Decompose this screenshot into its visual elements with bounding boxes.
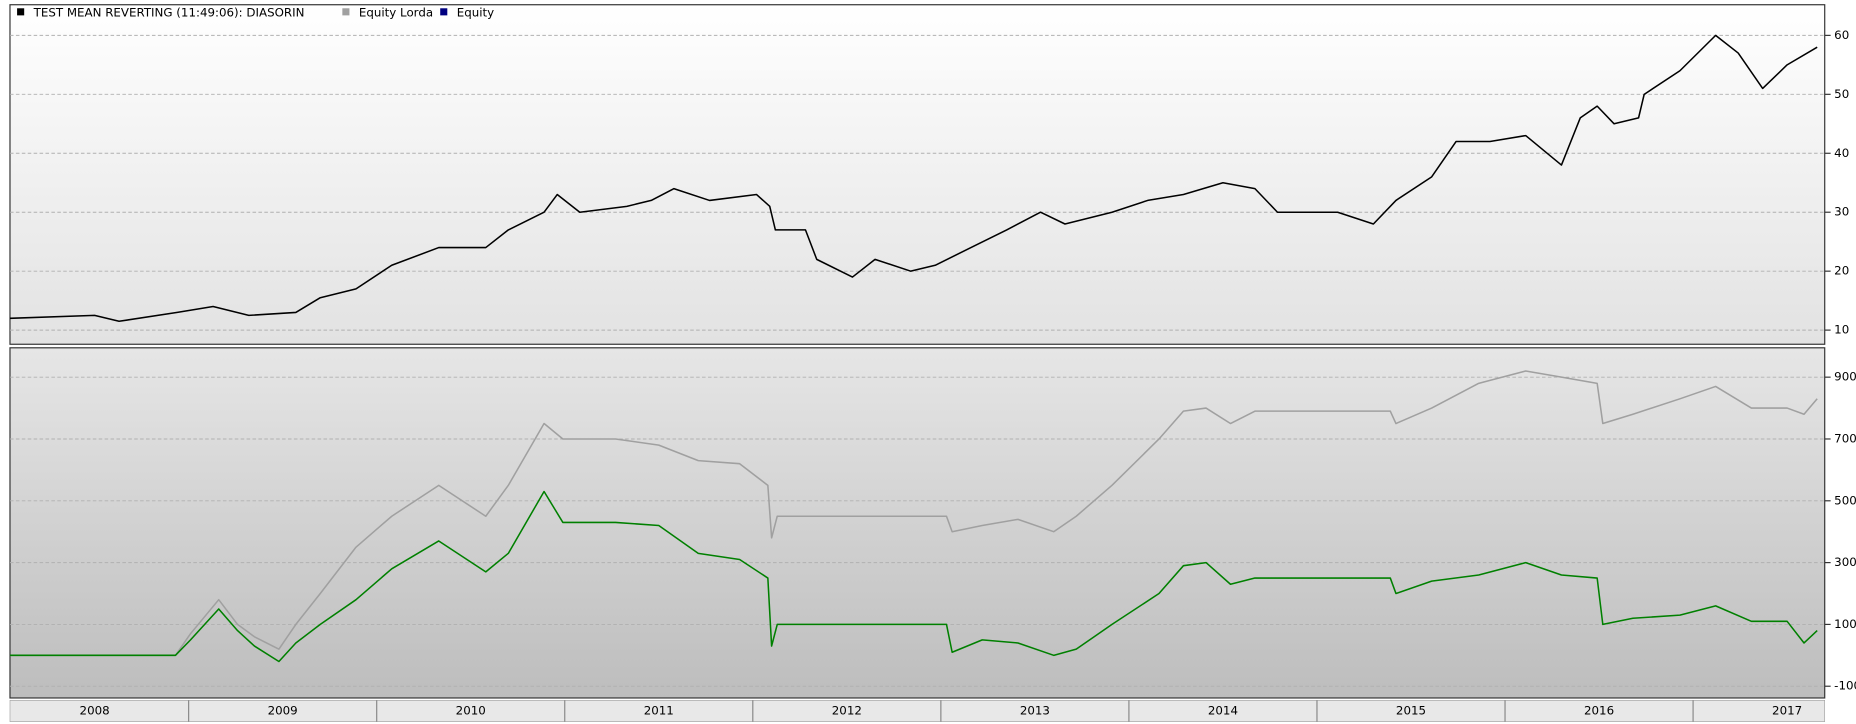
x-tick-label: 2008: [80, 703, 110, 717]
legend-swatch: [440, 8, 448, 16]
legend-swatch: [342, 8, 350, 16]
y-tick-label: 100: [1834, 617, 1856, 631]
x-tick-label: 2015: [1396, 703, 1426, 717]
x-tick-label: 2016: [1584, 703, 1614, 717]
equity-panel: [9, 347, 1826, 699]
legend-label: Equity: [457, 6, 494, 20]
price-panel: [9, 4, 1826, 345]
y-tick-label: 20: [1834, 264, 1849, 278]
y-tick-label: 500: [1834, 493, 1856, 507]
series-line: [9, 370, 1818, 657]
y-tick-label: -100: [1834, 679, 1856, 693]
y-tick-label: 50: [1834, 87, 1849, 101]
y-tick-label: 30: [1834, 205, 1849, 219]
y-tick-label: 300: [1834, 555, 1856, 569]
y-tick-label: 900: [1834, 370, 1856, 384]
x-tick-label: 2012: [832, 703, 862, 717]
x-axis-band: [9, 700, 1826, 722]
y-tick-label: 10: [1834, 323, 1849, 337]
y-tick-label: 40: [1834, 146, 1849, 160]
legend-swatch: [17, 8, 25, 16]
x-tick-label: 2009: [268, 703, 298, 717]
legend: TEST MEAN REVERTING (11:49:06): DIASORIN…: [17, 6, 494, 20]
y-tick-label: 60: [1834, 28, 1849, 42]
series-line: [9, 490, 1818, 663]
y-tick-label: 700: [1834, 431, 1856, 445]
x-tick-label: 2013: [1020, 703, 1050, 717]
x-tick-label: 2014: [1208, 703, 1238, 717]
x-tick-label: 2011: [644, 703, 674, 717]
x-tick-label: 2017: [1772, 703, 1802, 717]
legend-label: Equity Lorda: [359, 6, 433, 20]
series-line: [9, 34, 1818, 323]
legend-label: TEST MEAN REVERTING (11:49:06): DIASORIN: [33, 6, 305, 20]
x-tick-label: 2010: [456, 703, 486, 717]
